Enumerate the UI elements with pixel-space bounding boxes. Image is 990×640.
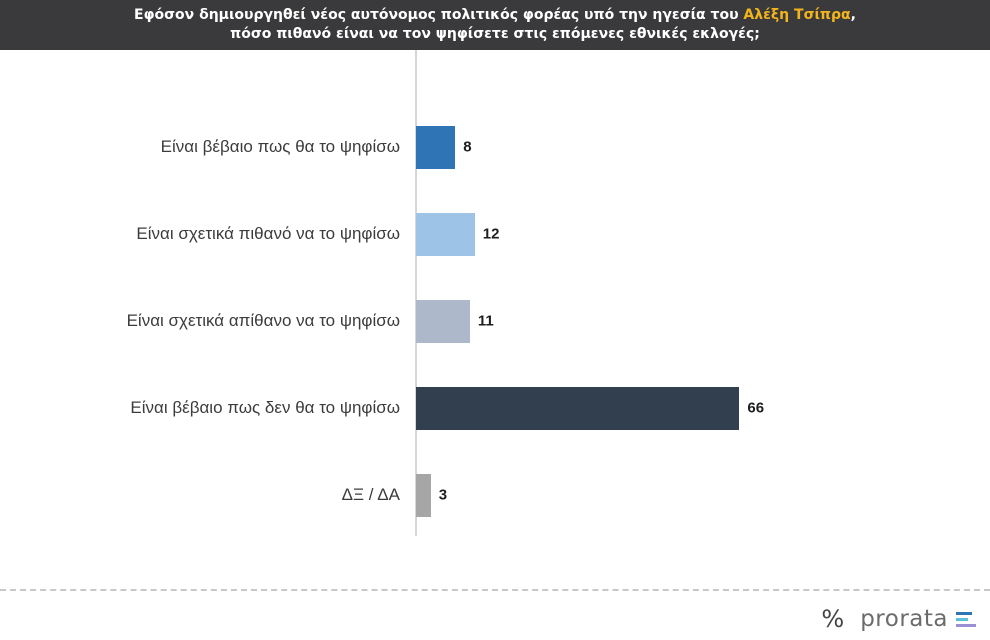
data-label: 12 (482, 225, 500, 243)
logo-bar (956, 623, 976, 627)
bar (416, 213, 475, 256)
category-label: Είναι σχετικά πιθανό να το ψηφίσω (136, 224, 400, 243)
data-label: 66 (747, 399, 765, 417)
category-label: Είναι σχετικά απίθανο να το ψηφίσω (126, 311, 400, 330)
question-text-pre: Εφόσον δημιουργηθεί νέος αυτόνομος πολιτ… (134, 7, 744, 23)
data-label: 11 (477, 312, 494, 330)
category-label: ΔΞ / ΔΑ (341, 485, 400, 504)
category-label: Είναι βέβαιο πως θα το ψηφίσω (160, 137, 400, 156)
data-label: 3 (438, 486, 448, 504)
percent-logo-icon: % (821, 605, 845, 633)
logo-bars-icon (956, 611, 976, 627)
bar (416, 126, 456, 169)
question-line-1: Εφόσον δημιουργηθεί νέος αυτόνομος πολιτ… (134, 6, 856, 25)
logo-bar (956, 611, 972, 615)
question-line-2: πόσο πιθανό είναι να τον ψηφίσετε στις ε… (230, 26, 760, 42)
bar (416, 300, 470, 343)
question-highlight: Αλέξη Τσίπρα (743, 7, 851, 23)
y-axis-line (415, 50, 417, 536)
question-text-post: , (850, 7, 856, 23)
bar (416, 387, 740, 430)
category-label: Είναι βέβαιο πως δεν θα το ψηφίσω (130, 398, 400, 417)
logo-text: prorata (860, 606, 948, 632)
logo-bar (956, 617, 968, 621)
bar (416, 474, 431, 517)
prorata-logo: % prorata (821, 604, 976, 634)
footer-divider (0, 589, 990, 591)
data-label: 8 (463, 138, 472, 156)
question-header: Εφόσον δημιουργηθεί νέος αυτόνομος πολιτ… (0, 0, 990, 50)
